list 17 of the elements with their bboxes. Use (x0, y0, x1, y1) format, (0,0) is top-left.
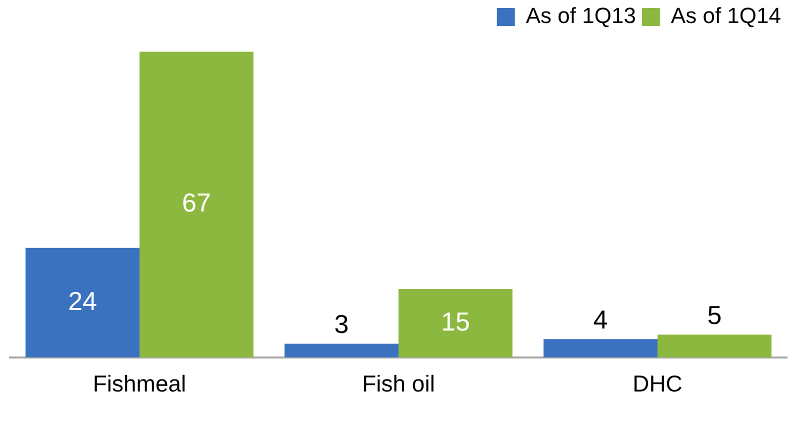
legend-label: As of 1Q13 (526, 3, 636, 28)
bar (140, 52, 254, 358)
data-label: 67 (182, 188, 211, 218)
x-tick-label: DHC (632, 370, 682, 397)
data-label: 5 (707, 300, 722, 330)
x-tick-label: Fishmeal (92, 370, 186, 397)
data-label: 24 (68, 286, 97, 316)
data-label: 3 (334, 308, 349, 339)
data-label: 4 (593, 304, 608, 334)
x-tick-label: Fish oil (362, 370, 435, 397)
bar (544, 339, 658, 358)
bar (398, 288, 512, 358)
data-label: 15 (441, 306, 470, 336)
bar (284, 344, 398, 358)
bar (26, 248, 140, 358)
legend-label: As of 1Q14 (670, 3, 782, 28)
bar (658, 334, 772, 358)
